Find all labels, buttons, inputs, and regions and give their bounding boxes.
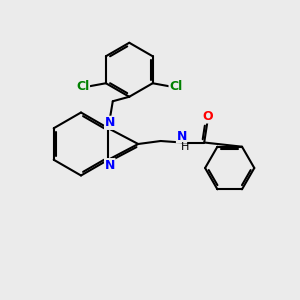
Text: N: N bbox=[105, 159, 115, 172]
Text: O: O bbox=[202, 110, 213, 123]
Text: H: H bbox=[181, 142, 190, 152]
Text: N: N bbox=[105, 116, 115, 129]
Text: N: N bbox=[176, 130, 187, 143]
Text: Cl: Cl bbox=[169, 80, 182, 93]
Text: Cl: Cl bbox=[76, 80, 89, 93]
